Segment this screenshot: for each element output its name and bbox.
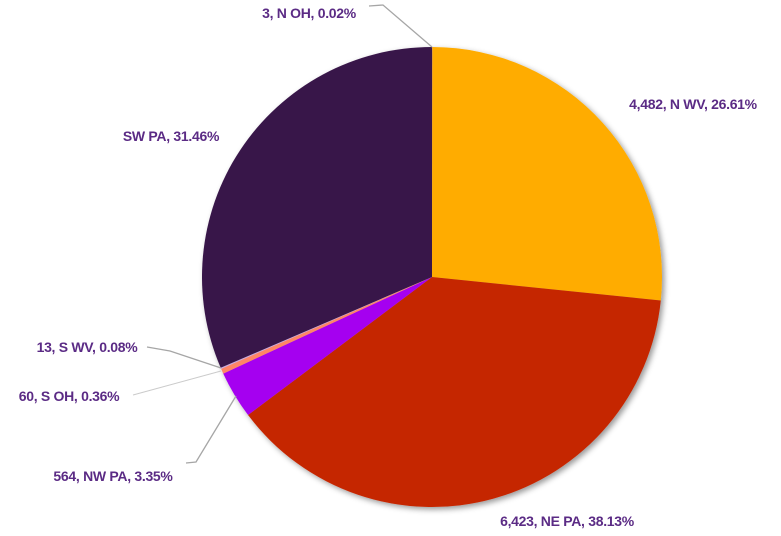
label-nw-pa: 564, NW PA, 3.35% bbox=[53, 468, 173, 484]
leader-line-s-oh bbox=[132, 370, 222, 396]
label-s-wv: 13, S WV, 0.08% bbox=[36, 339, 138, 355]
label-n-wv: 4,482, N WV, 26.61% bbox=[629, 96, 757, 112]
pie-slice-n-wv bbox=[432, 47, 663, 301]
pie-slice-nw-pa bbox=[223, 277, 432, 416]
leader-line-s-wv bbox=[146, 346, 222, 369]
pie-slice-s-wv bbox=[220, 277, 432, 369]
pie-slice-s-oh bbox=[221, 277, 432, 374]
leader-line-nw-pa bbox=[185, 395, 237, 464]
pie-slice-ne-pa bbox=[248, 277, 661, 508]
pie-slice-sw-pa bbox=[202, 47, 432, 368]
label-n-oh: 3, N OH, 0.02% bbox=[262, 5, 356, 21]
pie-slices-group bbox=[202, 46, 663, 508]
label-ne-pa: 6,423, NE PA, 38.13% bbox=[500, 513, 634, 529]
label-sw-pa: SW PA, 31.46% bbox=[122, 128, 220, 144]
leader-line-n-oh bbox=[368, 4, 433, 48]
leader-lines-group bbox=[132, 4, 433, 464]
label-s-oh: 60, S OH, 0.36% bbox=[18, 388, 120, 404]
